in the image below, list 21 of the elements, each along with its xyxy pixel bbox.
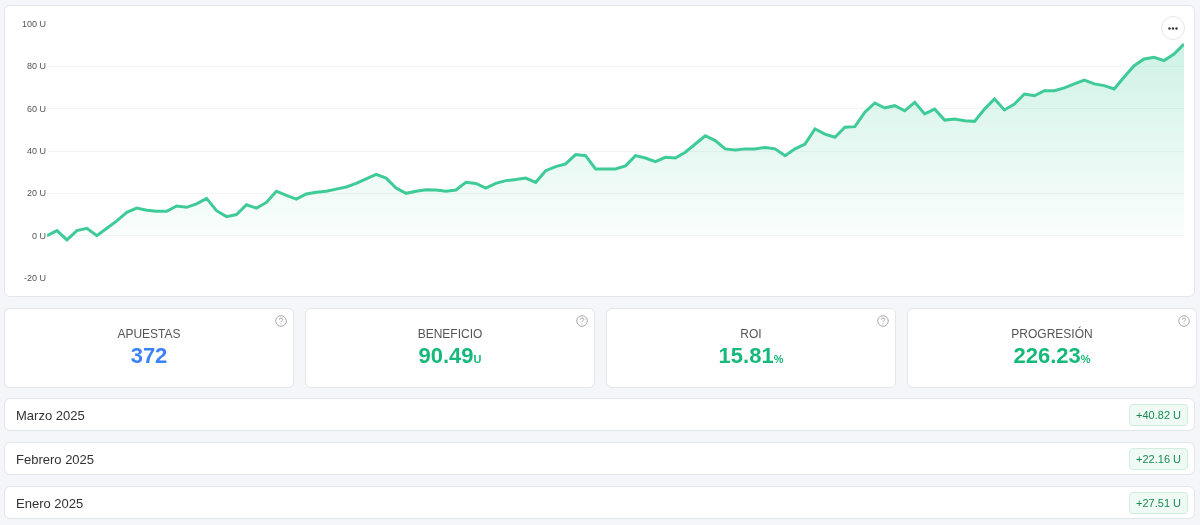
y-tick-label: 100 U (21, 19, 46, 30)
category-label: PROGRESIÓN (1010, 327, 1094, 341)
y-tick-label: 60 U (26, 103, 46, 114)
text: +40.82 U (1136, 409, 1181, 421)
text: +27.51 U (1136, 497, 1181, 509)
category-label: Febrero 2025 (16, 452, 95, 467)
category-label: ROI (739, 327, 763, 341)
text: 90.49U (418, 343, 482, 368)
text: 372 (130, 343, 168, 368)
category-label: APUESTAS (116, 327, 182, 341)
text: 226.23% (1013, 343, 1091, 368)
y-tick-label: -20 U (23, 273, 46, 284)
text: +22.16 U (1136, 453, 1181, 465)
text: 15.81% (718, 343, 784, 368)
y-tick-label: 0 U (31, 230, 46, 241)
category-label: Marzo 2025 (16, 408, 85, 423)
y-tick-label: 80 U (26, 61, 46, 72)
y-tick-label: 40 U (26, 146, 46, 157)
y-tick-label: 20 U (26, 188, 46, 199)
category-label: Enero 2025 (16, 496, 84, 511)
category-label: BENEFICIO (416, 327, 484, 341)
